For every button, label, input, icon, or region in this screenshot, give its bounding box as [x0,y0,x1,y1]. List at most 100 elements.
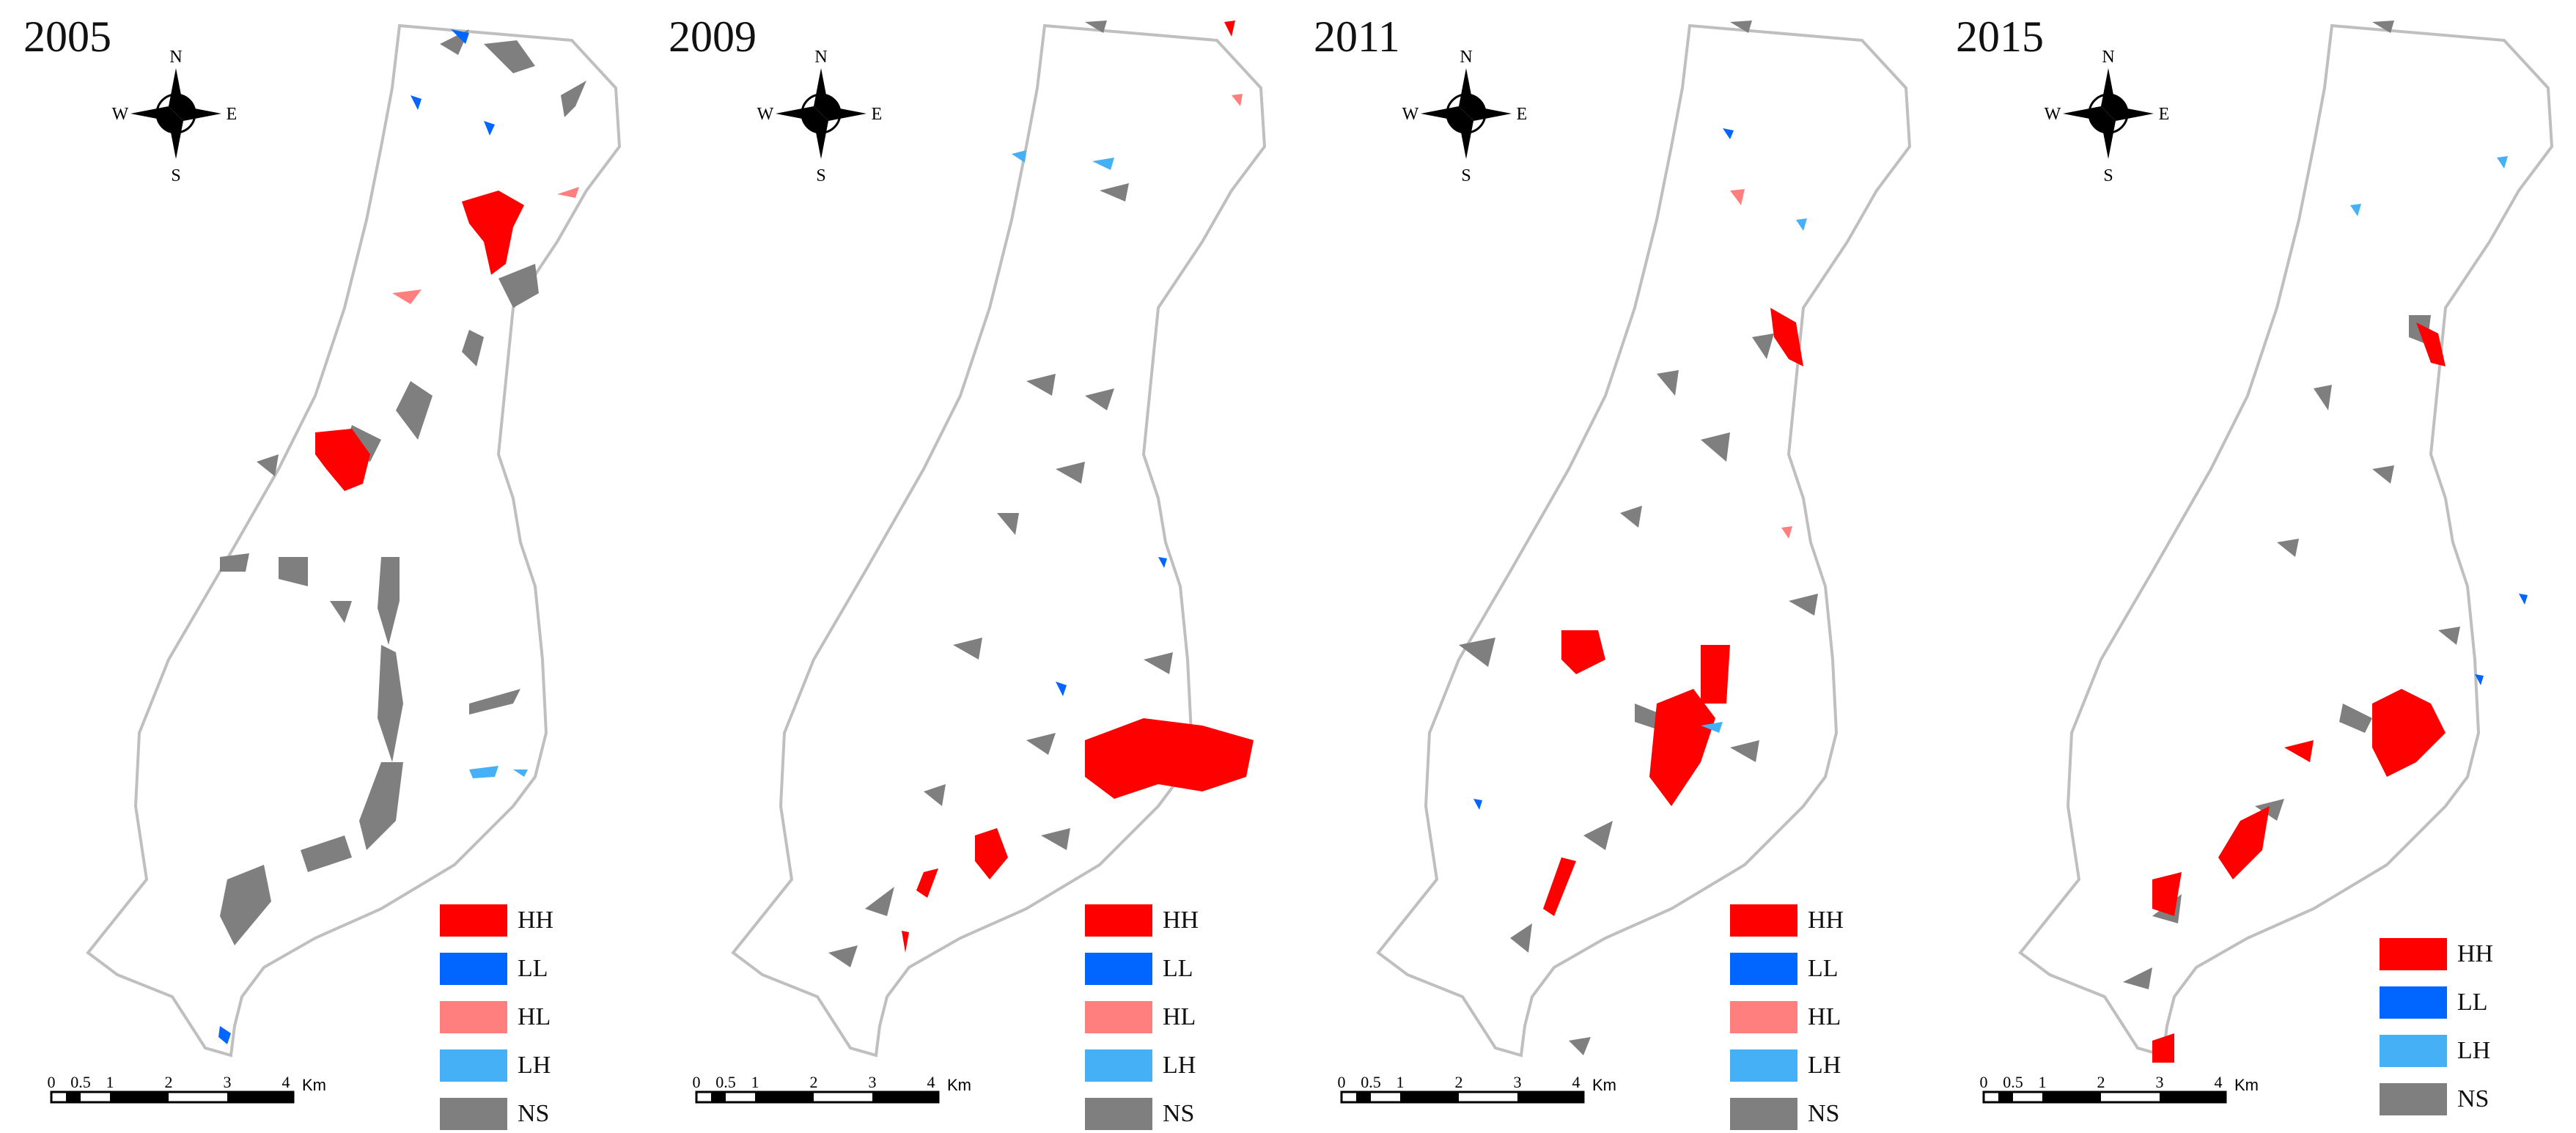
scale-bar: 0 0.5 1 2 3 4 Km [48,1073,326,1104]
legend-item-lh: LH [1730,1049,1844,1082]
legend-item-hh: HH [440,904,553,937]
legend: HH LL HL LH NS [1730,904,1844,1133]
scale-bar: 0 0.5 1 2 3 4 Km [1980,1073,2259,1104]
scale-tick-label: 2 [810,1073,818,1091]
ll-patch [484,121,495,136]
legend-item-lh: LH [1085,1049,1199,1082]
ns-patch [1583,821,1613,850]
scale-tick-label: 3 [869,1073,877,1091]
legend-label: HH [518,907,554,934]
hh-patch [902,931,909,953]
scale-unit-label: Km [302,1076,326,1094]
legend-item-ns: NS [1085,1098,1199,1130]
scale-tick-label: 4 [2215,1073,2223,1091]
hh-cluster-patches [902,21,1254,953]
legend-swatch [1085,1001,1152,1033]
map-canvas: N S E W 0 0.5 1 2 3 4 Km [1980,21,2554,1104]
compass-east-label: E [872,105,883,124]
legend-label: LH [1808,1052,1841,1079]
compass-west-label: W [757,105,774,124]
ll-cluster-patches [1056,557,1167,696]
legend-label: LH [518,1052,551,1079]
study-area-boundary [86,23,622,1058]
legend-item-hl: HL [1085,1001,1199,1033]
ns-patch [301,835,352,872]
scale-tick-label: 1 [106,1073,114,1091]
compass-south-label: S [2103,166,2113,185]
map-canvas: N S E W 0 0.5 1 2 3 4 Km [1338,21,1912,1104]
legend-label: HH [2457,940,2494,967]
study-area-boundary [1376,23,1912,1058]
ns-patch [828,945,858,967]
lh-patch [513,770,528,777]
lh-cluster-patches [1701,218,1807,733]
legend-label: LH [2457,1037,2491,1064]
ns-patch [997,513,1019,535]
ns-patch [2339,704,2372,733]
map-canvas: N S E W 0 0.5 1 2 3 4 Km [693,21,1267,1104]
hh-patch [2152,872,2182,916]
ns-patch [1041,828,1070,850]
ns-patch [330,601,352,623]
hh-patch [2218,806,2270,879]
legend-swatch [440,953,507,985]
ns-patch [2255,799,2284,821]
legend-item-ll: LL [1730,953,1844,985]
scale-bar: 0 0.5 1 2 3 4 Km [693,1073,971,1104]
legend-label: NS [1808,1100,1840,1127]
map-panel-2015: N S E W 0 0.5 1 2 3 4 Km 2015 HH LL LH N… [1932,0,2576,1133]
legend-item-hl: HL [1730,1001,1844,1033]
legend-label: HL [1163,1003,1196,1030]
compass-west-label: W [1402,105,1419,124]
ns-patch [2123,967,2152,989]
ll-patch [411,95,422,110]
hl-patch [557,187,579,198]
hh-patch [1561,630,1605,674]
panel-year-title: 2015 [1956,12,2044,61]
hl-patch [392,289,422,304]
hh-patch [2372,689,2446,777]
ns-patch [2372,21,2394,33]
hl-patch [1730,189,1745,205]
legend-label: NS [2457,1085,2489,1112]
study-area-boundary [731,23,1267,1058]
legend: HH LL LH NS [2380,938,2493,1132]
scale-tick-label: 2 [1455,1073,1463,1091]
ll-patch [1158,557,1167,568]
compass-east-label: E [227,105,238,124]
ns-patch [1085,388,1114,410]
legend-label: HL [1808,1003,1841,1030]
north-arrow-icon: N S E W [112,48,238,185]
legend-swatch [1085,1098,1152,1130]
compass-west-label: W [112,105,129,124]
legend-item-hh: HH [1085,904,1199,937]
scale-tick-label: 0 [1338,1073,1346,1091]
legend-label: NS [1163,1100,1195,1127]
ll-cluster-patches [218,29,495,1044]
ns-patch [1730,740,1759,762]
legend: HH LL HL LH NS [1085,904,1199,1133]
ns-patch [1056,462,1085,484]
ns-patch [279,557,308,586]
map-panel-2009: N S E W 0 0.5 1 2 3 4 Km 2009 HH LL HL L… [645,0,1289,1133]
hh-patch [916,868,938,898]
legend-label: LL [518,955,548,982]
legend-item-ns: NS [2380,1083,2493,1115]
scale-tick-label: 0.5 [715,1073,736,1091]
scale-tick-label: 3 [224,1073,232,1091]
compass-south-label: S [171,166,180,185]
lh-cluster-patches [2350,156,2508,216]
ll-patch [1056,682,1067,696]
lh-patch [2350,204,2361,216]
ll-patch [451,29,469,44]
legend-label: LL [1808,955,1839,982]
study-area-boundary [2018,23,2554,1058]
ns-patch [1620,506,1642,528]
ll-cluster-patches [2475,594,2528,685]
legend-swatch [2380,986,2447,1019]
ll-patch [2519,594,2528,605]
hl-cluster-patches [392,187,579,304]
legend-item-ll: LL [440,953,553,985]
ns-patch [2277,539,2299,557]
legend-swatch [1730,904,1797,937]
